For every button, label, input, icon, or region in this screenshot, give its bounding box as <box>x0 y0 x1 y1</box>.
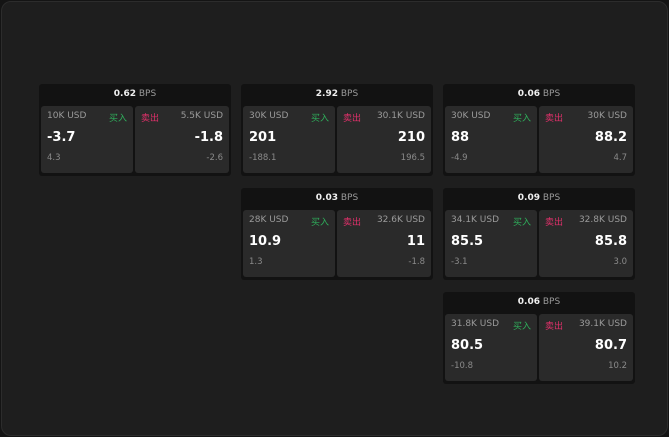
spread-unit: BPS <box>542 193 561 203</box>
spread-header: 0.06 BPS <box>443 292 635 313</box>
sell-card[interactable]: 卖出 32.8K USD 85.8 3.0 <box>539 210 633 277</box>
sell-price: -1.8 <box>194 130 223 145</box>
buy-price: 10.9 <box>249 234 282 249</box>
sell-change: 10.2 <box>608 361 627 371</box>
sell-label: 卖出 <box>141 114 160 124</box>
buy-label: 买入 <box>512 218 531 228</box>
spread-header: 2.92 BPS <box>241 84 433 105</box>
sell-price: 210 <box>397 130 425 145</box>
buy-label: 买入 <box>512 114 531 124</box>
buy-size: 30K USD <box>249 111 289 121</box>
sell-size: 30K USD <box>587 111 627 121</box>
buy-change: -10.8 <box>451 361 473 371</box>
buy-size: 31.8K USD <box>451 319 500 329</box>
buy-price: -3.7 <box>47 130 76 145</box>
sell-label: 卖出 <box>545 114 564 124</box>
spread-unit: BPS <box>542 89 561 99</box>
sell-card[interactable]: 卖出 30.1K USD 210 196.5 <box>337 106 431 173</box>
buy-change: -188.1 <box>249 153 277 163</box>
spread-value: 0.62 <box>113 89 136 99</box>
buy-change: -3.1 <box>451 257 468 267</box>
buy-card[interactable]: 30K USD 买入 88 -4.9 <box>445 106 537 173</box>
sell-label: 卖出 <box>545 322 564 332</box>
quote-panel: 2.92 BPS 30K USD 买入 201 -188.1 卖出 30.1K US… <box>241 84 433 176</box>
sell-label: 卖出 <box>343 114 362 124</box>
spread-unit: BPS <box>340 193 359 203</box>
sell-size: 32.8K USD <box>578 215 627 225</box>
sell-size: 30.1K USD <box>376 111 425 121</box>
sell-size: 39.1K USD <box>578 319 627 329</box>
spread-value: 0.03 <box>315 193 338 203</box>
spread-value: 0.09 <box>517 193 540 203</box>
sell-price: 85.8 <box>594 234 627 249</box>
sell-label: 卖出 <box>343 218 362 228</box>
buy-size: 28K USD <box>249 215 289 225</box>
buy-price: 85.5 <box>451 234 484 249</box>
quote-panel: 0.03 BPS 28K USD 买入 10.9 1.3 卖出 32.6K USD … <box>241 188 433 280</box>
sell-price: 80.7 <box>594 338 627 353</box>
buy-size: 10K USD <box>47 111 87 121</box>
spread-header: 0.62 BPS <box>39 84 231 105</box>
sell-change: -2.6 <box>206 153 223 163</box>
quote-panel: 0.09 BPS 34.1K USD 买入 85.5 -3.1 卖出 32.8K U… <box>443 188 635 280</box>
buy-size: 34.1K USD <box>451 215 500 225</box>
sell-price: 88.2 <box>594 130 627 145</box>
sell-change: 196.5 <box>400 153 425 163</box>
sell-change: 3.0 <box>613 257 627 267</box>
spread-unit: BPS <box>542 297 561 307</box>
buy-price: 80.5 <box>451 338 484 353</box>
sell-change: -1.8 <box>408 257 425 267</box>
sell-size: 32.6K USD <box>376 215 425 225</box>
buy-label: 买入 <box>108 114 127 124</box>
quote-panel: 0.06 BPS 30K USD 买入 88 -4.9 卖出 30K USD 88.… <box>443 84 635 176</box>
spread-value: 0.06 <box>517 297 540 307</box>
spread-header: 0.06 BPS <box>443 84 635 105</box>
buy-card[interactable]: 34.1K USD 买入 85.5 -3.1 <box>445 210 537 277</box>
spread-unit: BPS <box>138 89 157 99</box>
buy-price: 88 <box>451 130 470 145</box>
sell-change: 4.7 <box>613 153 627 163</box>
quote-panel: 0.62 BPS 10K USD 买入 -3.7 4.3 卖出 5.5K USD -… <box>39 84 231 176</box>
spread-unit: BPS <box>340 89 359 99</box>
spread-value: 2.92 <box>315 89 338 99</box>
buy-label: 买入 <box>310 218 329 228</box>
buy-price: 201 <box>249 130 277 145</box>
spread-value: 0.06 <box>517 89 540 99</box>
sell-card[interactable]: 卖出 5.5K USD -1.8 -2.6 <box>135 106 229 173</box>
buy-size: 30K USD <box>451 111 491 121</box>
quote-panel: 0.06 BPS 31.8K USD 买入 80.5 -10.8 卖出 39.1K … <box>443 292 635 384</box>
buy-card[interactable]: 28K USD 买入 10.9 1.3 <box>243 210 335 277</box>
sell-card[interactable]: 卖出 32.6K USD 11 -1.8 <box>337 210 431 277</box>
sell-card[interactable]: 卖出 30K USD 88.2 4.7 <box>539 106 633 173</box>
buy-card[interactable]: 30K USD 买入 201 -188.1 <box>243 106 335 173</box>
sell-card[interactable]: 卖出 39.1K USD 80.7 10.2 <box>539 314 633 381</box>
buy-card[interactable]: 10K USD 买入 -3.7 4.3 <box>41 106 133 173</box>
buy-change: 4.3 <box>47 153 61 163</box>
spread-header: 0.03 BPS <box>241 188 433 209</box>
sell-size: 5.5K USD <box>180 111 223 121</box>
buy-label: 买入 <box>512 322 531 332</box>
buy-card[interactable]: 31.8K USD 买入 80.5 -10.8 <box>445 314 537 381</box>
sell-price: 11 <box>406 234 425 249</box>
buy-change: -4.9 <box>451 153 468 163</box>
buy-label: 买入 <box>310 114 329 124</box>
buy-change: 1.3 <box>249 257 263 267</box>
spread-header: 0.09 BPS <box>443 188 635 209</box>
sell-label: 卖出 <box>545 218 564 228</box>
